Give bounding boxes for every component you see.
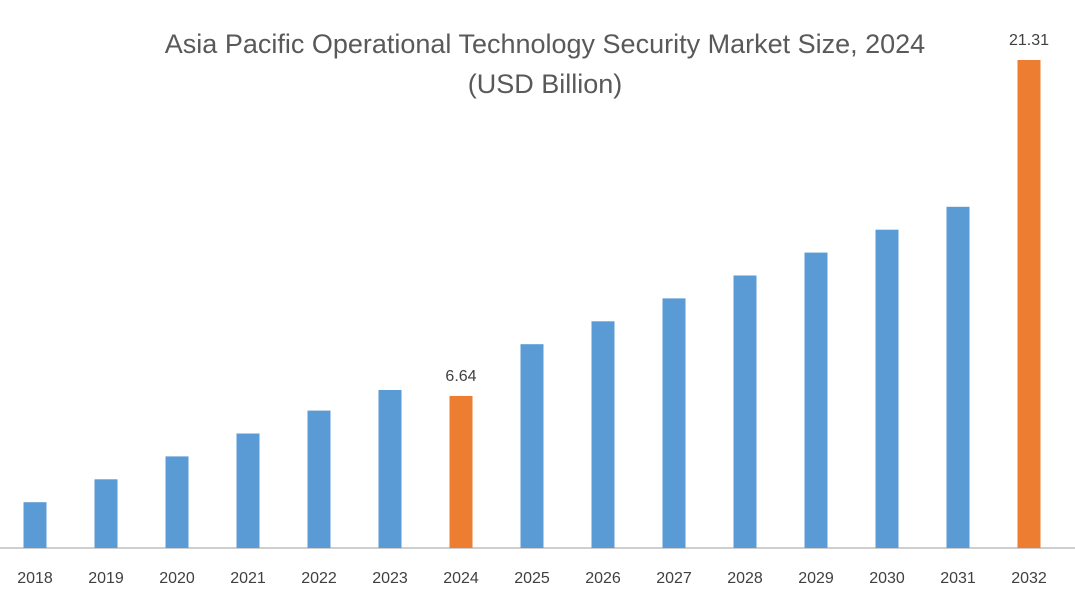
x-tick-label-2029: 2029 (798, 570, 834, 587)
x-tick-label-2024: 2024 (443, 570, 479, 587)
x-tick-label-2019: 2019 (88, 570, 124, 587)
x-tick-label-2018: 2018 (17, 570, 53, 587)
data-label-2024: 6.64 (445, 368, 476, 385)
x-tick-label-2030: 2030 (869, 570, 905, 587)
chart-title: Asia Pacific Operational Technology Secu… (0, 24, 1075, 104)
x-tick-label-2022: 2022 (301, 570, 337, 587)
x-tick-label-2023: 2023 (372, 570, 408, 587)
bar-2019 (94, 479, 118, 548)
bar-2024 (449, 395, 473, 548)
x-tick-label-2021: 2021 (230, 570, 266, 587)
bar-2018 (23, 502, 47, 548)
bar-2023 (378, 389, 402, 548)
bar-2021 (236, 433, 260, 548)
x-tick-label-2028: 2028 (727, 570, 763, 587)
x-tick-label-2026: 2026 (585, 570, 621, 587)
bar-2028 (733, 275, 757, 548)
bar-2031 (946, 206, 970, 549)
bar-2026 (591, 321, 615, 548)
bar-2020 (165, 456, 189, 548)
x-tick-label-2025: 2025 (514, 570, 550, 587)
chart-title-line1: Asia Pacific Operational Technology Secu… (164, 29, 926, 59)
bar-2027 (662, 298, 686, 548)
data-label-2032: 21.31 (1009, 32, 1049, 49)
bar-2030 (875, 229, 899, 548)
x-tick-label-2032: 2032 (1011, 570, 1047, 587)
x-tick-label-2020: 2020 (159, 570, 195, 587)
bar-2029 (804, 252, 828, 548)
x-tick-label-2027: 2027 (656, 570, 692, 587)
bar-2022 (307, 410, 331, 548)
bar-2032 (1017, 60, 1041, 548)
chart-title-line2: (USD Billion) (467, 69, 623, 99)
bar-2025 (520, 344, 544, 548)
x-tick-label-2031: 2031 (940, 570, 976, 587)
